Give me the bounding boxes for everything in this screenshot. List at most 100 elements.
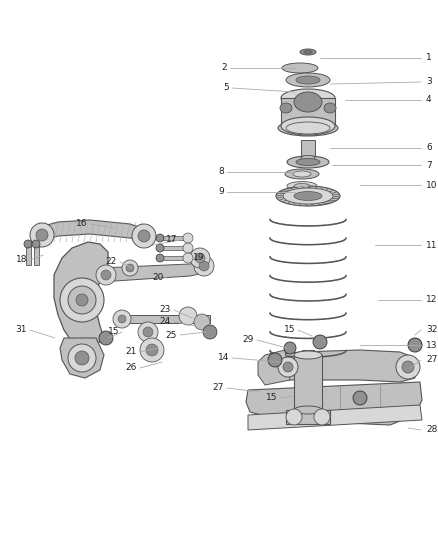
Circle shape — [68, 286, 96, 314]
Text: 18: 18 — [15, 255, 27, 264]
Circle shape — [32, 240, 40, 248]
Ellipse shape — [294, 351, 322, 359]
Text: 17: 17 — [166, 236, 177, 245]
Circle shape — [143, 327, 153, 337]
Circle shape — [203, 325, 217, 339]
Bar — [294, 355, 322, 410]
Text: 27: 27 — [426, 356, 438, 365]
Text: 5: 5 — [223, 84, 229, 93]
Circle shape — [194, 314, 210, 330]
Circle shape — [183, 243, 193, 253]
Polygon shape — [246, 382, 422, 425]
Text: 32: 32 — [426, 326, 438, 335]
Bar — [281, 98, 335, 126]
Circle shape — [278, 357, 298, 377]
Circle shape — [126, 264, 134, 272]
Circle shape — [199, 261, 209, 271]
Ellipse shape — [278, 120, 338, 136]
Text: 2: 2 — [221, 63, 227, 72]
Text: 6: 6 — [426, 143, 432, 152]
Ellipse shape — [304, 51, 312, 53]
Circle shape — [138, 230, 150, 242]
Ellipse shape — [287, 182, 317, 190]
Polygon shape — [248, 405, 422, 430]
Circle shape — [60, 278, 104, 322]
Circle shape — [286, 409, 302, 425]
Polygon shape — [36, 220, 148, 242]
Circle shape — [75, 351, 89, 365]
Circle shape — [156, 244, 164, 252]
Circle shape — [402, 361, 414, 373]
Circle shape — [183, 253, 193, 263]
Circle shape — [132, 224, 156, 248]
Circle shape — [183, 233, 193, 243]
Text: 23: 23 — [159, 305, 171, 314]
Text: 15: 15 — [265, 393, 277, 402]
Text: 29: 29 — [243, 335, 254, 344]
Circle shape — [313, 335, 327, 349]
Text: 21: 21 — [126, 348, 137, 357]
Bar — [301, 140, 315, 158]
Ellipse shape — [285, 169, 319, 179]
Ellipse shape — [283, 188, 333, 204]
Polygon shape — [275, 350, 415, 382]
Text: 19: 19 — [192, 254, 204, 262]
Text: 24: 24 — [160, 318, 171, 327]
Circle shape — [30, 223, 54, 247]
Circle shape — [68, 344, 96, 372]
Text: 28: 28 — [426, 425, 438, 434]
Circle shape — [268, 353, 282, 367]
Bar — [160, 246, 188, 250]
Bar — [160, 256, 188, 260]
Circle shape — [96, 265, 116, 285]
Text: 11: 11 — [426, 240, 438, 249]
Ellipse shape — [276, 186, 340, 206]
Text: 4: 4 — [426, 95, 431, 104]
Ellipse shape — [281, 89, 335, 107]
Ellipse shape — [294, 183, 310, 189]
Circle shape — [122, 260, 138, 276]
Circle shape — [283, 362, 293, 372]
Bar — [160, 236, 188, 240]
Polygon shape — [258, 350, 290, 385]
Circle shape — [140, 338, 164, 362]
Ellipse shape — [282, 63, 318, 73]
Text: 12: 12 — [426, 295, 438, 304]
Ellipse shape — [281, 117, 335, 135]
Text: 10: 10 — [426, 181, 438, 190]
Circle shape — [24, 240, 32, 248]
Text: 26: 26 — [126, 364, 137, 373]
Text: 15: 15 — [107, 327, 119, 336]
Circle shape — [76, 294, 88, 306]
Ellipse shape — [286, 122, 330, 134]
Text: 13: 13 — [426, 341, 438, 350]
Circle shape — [195, 253, 205, 263]
Ellipse shape — [324, 103, 336, 113]
Circle shape — [396, 355, 420, 379]
Circle shape — [113, 310, 131, 328]
Text: 31: 31 — [15, 326, 27, 335]
Circle shape — [36, 229, 48, 241]
Circle shape — [138, 322, 158, 342]
Text: 9: 9 — [218, 188, 224, 197]
Ellipse shape — [294, 191, 322, 200]
Bar — [286, 410, 330, 424]
Circle shape — [156, 234, 164, 242]
Polygon shape — [100, 260, 208, 282]
Ellipse shape — [296, 76, 320, 84]
Text: 3: 3 — [426, 77, 432, 86]
Ellipse shape — [296, 158, 320, 166]
Circle shape — [101, 270, 111, 280]
Text: 15: 15 — [283, 326, 295, 335]
Text: 25: 25 — [166, 330, 177, 340]
Ellipse shape — [294, 92, 322, 112]
Circle shape — [194, 256, 214, 276]
Bar — [26, 245, 31, 265]
Ellipse shape — [280, 103, 292, 113]
Text: 7: 7 — [426, 160, 432, 169]
Text: 27: 27 — [212, 384, 224, 392]
Bar — [120, 315, 210, 323]
Polygon shape — [60, 338, 104, 378]
Ellipse shape — [300, 49, 316, 55]
Ellipse shape — [293, 171, 311, 177]
